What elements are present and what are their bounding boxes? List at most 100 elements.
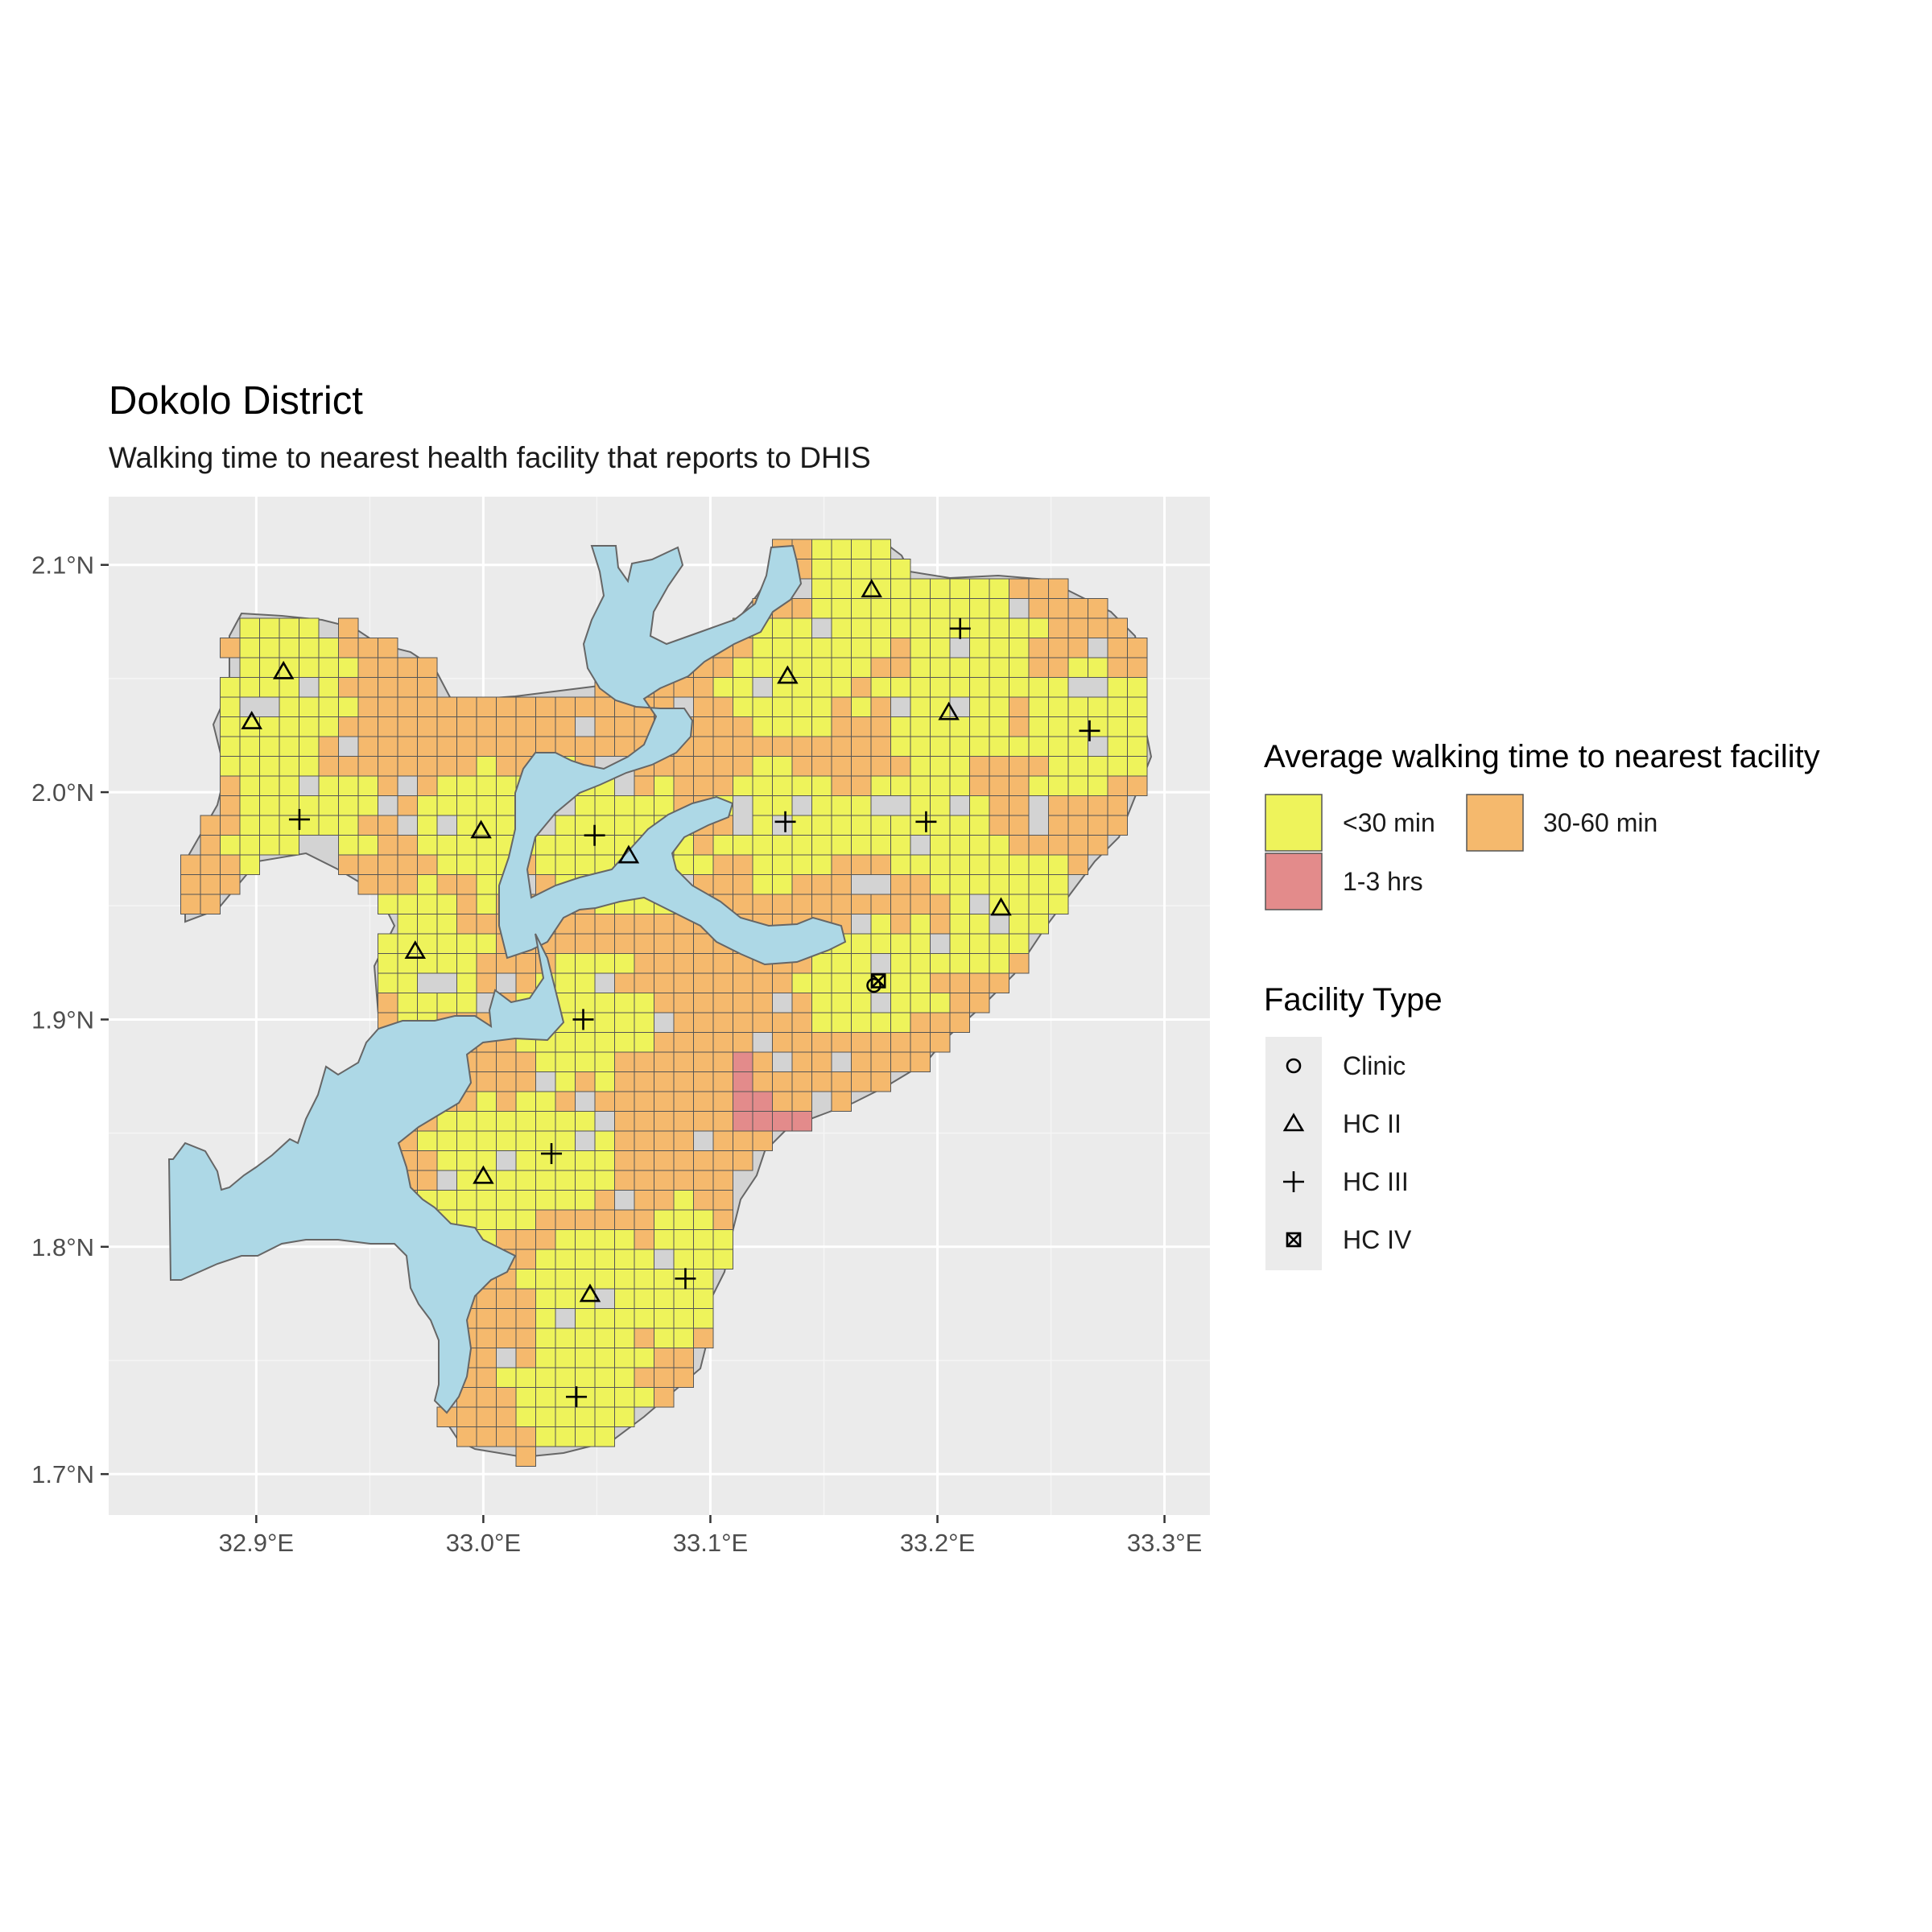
cell-lt30 [851,598,872,619]
cell-30to60 [673,1111,694,1132]
cell-lt30 [890,835,911,856]
cell-lt30 [851,657,872,678]
cell-lt30 [575,1249,596,1269]
cell-30to60 [1107,617,1128,638]
cell-30to60 [594,736,615,757]
cell-lt30 [417,1130,438,1151]
cell-30to60 [811,874,832,895]
cell-lt30 [1009,638,1030,658]
cell-lt30 [811,1012,832,1033]
cell-lt30 [575,1348,596,1368]
cell-lt30 [614,815,635,836]
cell-lt30 [436,795,457,816]
cell-30to60 [180,874,201,895]
cell-lt30 [851,953,872,974]
cell-30to60 [712,1190,733,1211]
cell-lt30 [890,953,911,974]
cell-lt30 [496,1111,517,1132]
cell-lt30 [575,854,596,875]
cell-30to60 [555,933,576,954]
cell-30to60 [515,953,536,974]
cell-30to60 [772,736,793,757]
cell-30to60 [357,696,378,717]
cell-lt30 [930,874,951,895]
cell-30to60 [594,1209,615,1230]
cell-lt30 [791,854,812,875]
cell-30to60 [1028,657,1049,678]
legend-label-1to3: 1-3 hrs [1343,867,1423,896]
cell-lt30 [535,1348,556,1368]
cell-lt30 [397,993,418,1013]
cell-lt30 [417,874,438,895]
cell-lt30 [338,696,359,717]
cell-30to60 [456,736,477,757]
cell-lt30 [239,795,260,816]
cell-30to60 [476,1327,497,1348]
cell-lt30 [811,775,832,796]
cell-lt30 [1067,775,1088,796]
cell-lt30 [515,1269,536,1290]
cell-lt30 [515,1170,536,1191]
cell-30to60 [634,1209,654,1230]
cell-lt30 [1028,914,1049,935]
cell-lt30 [338,815,359,836]
cell-lt30 [831,953,852,974]
cell-lt30 [673,1308,694,1329]
cell-lt30 [693,1249,714,1269]
hc2-marker [272,660,295,679]
cell-lt30 [712,1249,733,1269]
cell-lt30 [811,598,832,619]
cell-30to60 [378,854,398,875]
cell-lt30 [456,1150,477,1171]
cell-lt30 [535,1170,556,1191]
cell-30to60 [200,854,221,875]
cell-lt30 [220,835,241,856]
cell-lt30 [634,795,654,816]
cell-lt30 [259,756,280,777]
cell-lt30 [733,657,753,678]
legend-swatch [1265,794,1323,852]
cell-lt30 [417,795,438,816]
cell-30to60 [870,696,891,717]
cell-lt30 [397,972,418,993]
cell-lt30 [575,1032,596,1053]
cell-30to60 [851,716,872,737]
cell-lt30 [949,815,970,836]
cell-lt30 [752,874,773,895]
cell-30to60 [634,953,654,974]
cell-lt30 [930,638,951,658]
legend-swatch [1466,794,1524,852]
cell-30to60 [791,1012,812,1033]
cell-30to60 [318,756,339,777]
cell-lt30 [910,598,931,619]
cell-30to60 [338,716,359,737]
cell-lt30 [496,1170,517,1191]
cell-lt30 [357,795,378,816]
cell-30to60 [614,933,635,954]
cell-lt30 [870,638,891,658]
cell-lt30 [772,835,793,856]
cell-lt30 [969,795,990,816]
legend-label-clinic: Clinic [1343,1051,1406,1080]
cell-lt30 [930,953,951,974]
cell-lt30 [752,775,773,796]
cell-30to60 [693,756,714,777]
hc2-marker [404,940,427,960]
cell-lt30 [712,835,733,856]
cell-lt30 [476,1190,497,1211]
cell-lt30 [535,1387,556,1408]
cell-lt30 [791,775,812,796]
cell-30to60 [1048,835,1069,856]
cell-lt30 [870,539,891,559]
cell-30to60 [831,1091,852,1112]
legend-swatch [1265,852,1323,910]
cell-30to60 [634,1071,654,1092]
cell-30to60 [693,1170,714,1191]
legend-label-hc2: HC II [1343,1109,1402,1138]
cell-lt30 [654,1327,675,1348]
cell-lt30 [575,972,596,993]
cell-lt30 [496,1130,517,1151]
cell-30to60 [555,1209,576,1230]
cell-30to60 [673,775,694,796]
cell-lt30 [910,854,931,875]
